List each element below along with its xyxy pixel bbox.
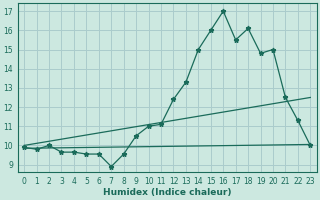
X-axis label: Humidex (Indice chaleur): Humidex (Indice chaleur) xyxy=(103,188,231,197)
